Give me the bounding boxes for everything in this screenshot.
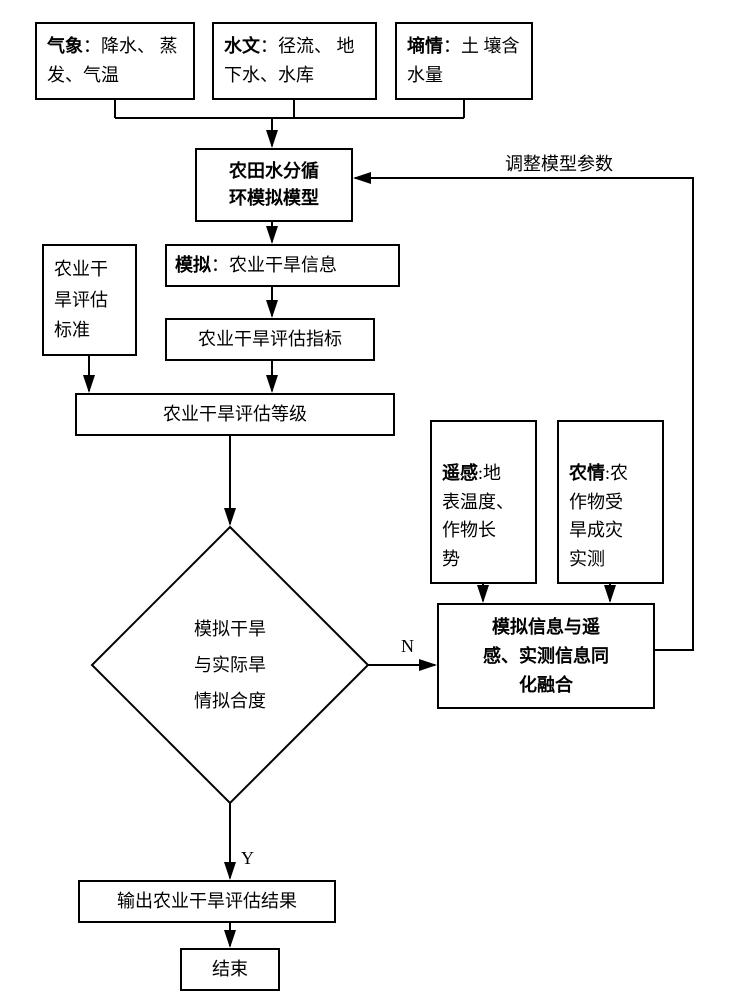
box-simulation: 模拟：农业干旱信息 (165, 244, 400, 287)
box-meteorology: 气象：降水、 蒸发、气温 (35, 22, 195, 100)
box-remote: 遥感:地 表温度、 作物长 势 (430, 420, 537, 584)
remote-title: 遥感 (442, 463, 478, 483)
box-agri: 农情:农 作物受 旱成灾 实测 (557, 420, 664, 584)
meteorology-title: 气象 (47, 36, 83, 56)
box-standard: 农业干 旱评估 标准 (42, 244, 137, 356)
box-end: 结束 (180, 948, 280, 991)
box-index: 农业干旱评估指标 (165, 318, 375, 361)
hydrology-title: 水文 (224, 36, 260, 56)
decision-diamond: 模拟干旱 与实际旱 情拟合度 (90, 525, 370, 805)
agri-title: 农情 (569, 463, 605, 483)
box-output: 输出农业干旱评估结果 (78, 880, 336, 923)
box-model: 农田水分循 环模拟模型 (195, 148, 353, 222)
box-fusion: 模拟信息与遥 感、实测信息同 化融合 (437, 603, 655, 709)
label-no: N (401, 636, 414, 657)
soil-title: 墒情 (407, 36, 443, 56)
box-grade: 农业干旱评估等级 (75, 393, 395, 436)
box-soil: 墒情：土 壤含水量 (395, 22, 533, 100)
simulation-detail: ：农业干旱信息 (211, 255, 337, 275)
label-yes: Y (241, 848, 254, 869)
label-adjust: 调整模型参数 (505, 150, 613, 176)
box-hydrology: 水文：径流、 地下水、水库 (212, 22, 377, 100)
decision-text: 模拟干旱 与实际旱 情拟合度 (194, 611, 266, 719)
simulation-title: 模拟 (175, 255, 211, 275)
